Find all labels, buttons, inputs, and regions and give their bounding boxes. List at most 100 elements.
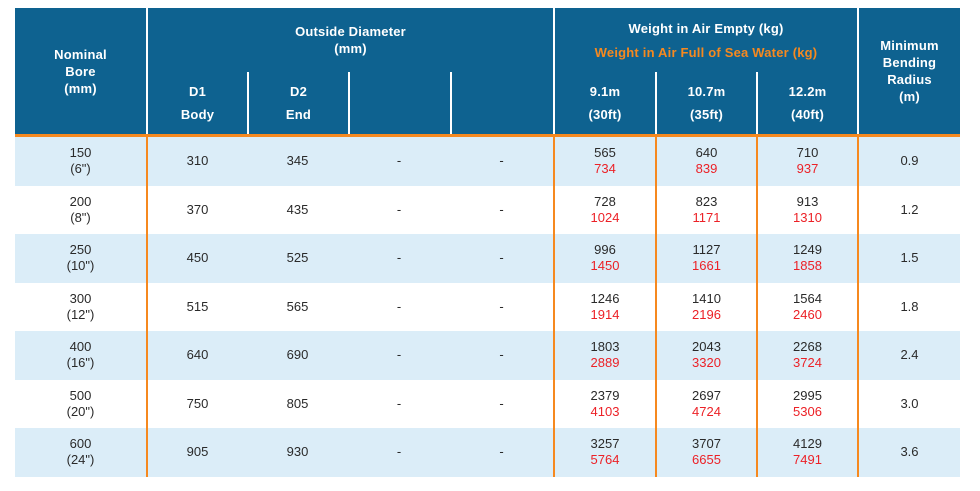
cell-nominal-bore: 600 (24") (15, 428, 146, 477)
header-weight-full-title: Weight in Air Full of Sea Water (kg) (594, 44, 818, 60)
cell-weight-10-7m: 2697 4724 (655, 379, 756, 428)
subcol-label: 10.7m (687, 84, 726, 99)
cell-weight-12-2m: 2995 5306 (756, 379, 857, 428)
blank-2-value: - (499, 201, 504, 217)
cell-blank-2: - (450, 380, 553, 429)
blank-1-value: - (396, 444, 402, 460)
d1-body-value: 515 (186, 298, 209, 314)
header-min-bending-radius: Minimum Bending Radius (m) (857, 8, 960, 134)
cell-nominal-bore: 150 (6") (15, 137, 146, 186)
weight-empty-value: 640 (695, 145, 718, 161)
cell-blank-1: - (348, 234, 450, 283)
cell-weight-12-2m: 2268 3724 (756, 331, 857, 380)
cell-d2-end: 525 (247, 234, 348, 283)
cell-weight-10-7m: 640 839 (655, 137, 756, 186)
blank-2-value: - (499, 347, 504, 363)
blank-2-value: - (499, 250, 504, 266)
weight-empty-value: 710 (796, 145, 819, 161)
min-bending-radius-value: 1.8 (900, 298, 919, 314)
cell-blank-2: - (450, 186, 553, 235)
bore-inch-value: (12") (66, 306, 95, 322)
cell-d1-body: 310 (146, 137, 247, 186)
cell-weight-9-1m: 1246 1914 (553, 282, 655, 331)
header-subcol-blank-1 (348, 72, 450, 134)
cell-weight-12-2m: 1564 2460 (756, 282, 857, 331)
header-nominal-bore-line: Nominal (54, 46, 107, 62)
table-body: 150 (6") 310 345 - - 565 734 640 839 (15, 137, 960, 477)
cell-weight-9-1m: 3257 5764 (553, 428, 655, 477)
weight-full-value: 7491 (793, 452, 822, 468)
min-bending-radius-value: 1.2 (900, 201, 919, 217)
weight-empty-value: 1564 (793, 290, 822, 306)
table-row: 250 (10") 450 525 - - 996 1450 1127 1661 (15, 234, 960, 283)
cell-blank-1: - (348, 428, 450, 477)
weight-empty-value: 1410 (692, 290, 721, 306)
cell-blank-2: - (450, 283, 553, 332)
blank-2-value: - (499, 444, 504, 460)
weight-empty-value: 728 (594, 193, 616, 209)
subcol-label: D2 (289, 84, 308, 99)
table-row: 400 (16") 640 690 - - 1803 2889 2043 332… (15, 331, 960, 380)
table-row: 150 (6") 310 345 - - 565 734 640 839 (15, 137, 960, 186)
d2-end-value: 565 (286, 298, 309, 314)
d1-body-value: 370 (186, 201, 209, 217)
weight-full-value: 2889 (590, 355, 620, 371)
d2-end-value: 345 (286, 153, 309, 169)
bore-mm-value: 400 (69, 339, 92, 355)
cell-d2-end: 690 (247, 331, 348, 380)
table-row: 200 (8") 370 435 - - 728 1024 823 1171 (15, 185, 960, 235)
header-min-bending-radius-line: Minimum (880, 38, 939, 53)
weight-full-value: 1450 (590, 258, 620, 274)
cell-weight-12-2m: 710 937 (756, 137, 857, 186)
cell-weight-10-7m: 1410 2196 (655, 282, 756, 331)
cell-weight-10-7m: 823 1171 (655, 185, 756, 234)
header-subcol-12-2m: 12.2m (40ft) (756, 72, 857, 134)
cell-weight-9-1m: 1803 2889 (553, 331, 655, 380)
d2-end-value: 525 (286, 250, 309, 266)
cell-min-bending-radius: 2.4 (857, 331, 960, 380)
cell-d1-body: 905 (146, 428, 247, 477)
cell-min-bending-radius: 1.2 (857, 185, 960, 234)
weight-full-value: 1171 (692, 209, 721, 225)
blank-1-value: - (396, 153, 402, 169)
weight-full-value: 4103 (590, 403, 620, 419)
cell-blank-1: - (348, 380, 450, 429)
cell-nominal-bore: 200 (8") (15, 186, 146, 235)
cell-blank-2: - (450, 137, 553, 186)
header-subcol-blank-2 (450, 72, 553, 134)
cell-d1-body: 750 (146, 379, 247, 428)
bore-inch-value: (20") (66, 403, 95, 419)
header-subcol-10-7m: 10.7m (35ft) (655, 72, 756, 134)
cell-blank-1: - (348, 137, 450, 186)
cell-d2-end: 565 (247, 283, 348, 332)
subcol-label: End (285, 107, 312, 122)
cell-d2-end: 930 (247, 428, 348, 477)
weight-empty-value: 565 (594, 145, 616, 161)
d1-body-value: 640 (186, 347, 209, 363)
cell-weight-12-2m: 4129 7491 (756, 428, 857, 477)
cell-weight-9-1m: 565 734 (553, 137, 655, 186)
blank-1-value: - (396, 250, 402, 266)
weight-full-value: 2460 (793, 306, 822, 322)
subcol-label: 9.1m (589, 84, 621, 99)
bore-mm-value: 500 (69, 387, 92, 403)
header-subcol-d2-end: D2 End (247, 72, 348, 134)
weight-full-value: 1024 (590, 209, 620, 225)
table-header: Nominal Bore (mm) Outside Diameter (mm) … (15, 8, 960, 137)
subcol-label: (40ft) (791, 107, 824, 122)
blank-1-value: - (396, 347, 402, 363)
bore-mm-value: 600 (69, 436, 92, 452)
weight-empty-value: 1246 (590, 290, 620, 306)
weight-full-value: 2196 (692, 306, 721, 322)
bore-inch-value: (6") (70, 161, 91, 177)
min-bending-radius-value: 3.6 (900, 444, 919, 460)
weight-full-value: 1310 (793, 209, 822, 225)
header-outside-diameter-title: Outside Diameter (295, 24, 406, 39)
cell-blank-2: - (450, 331, 553, 380)
blank-1-value: - (396, 395, 402, 411)
cell-d2-end: 435 (247, 186, 348, 235)
weight-full-value: 3320 (692, 355, 721, 371)
min-bending-radius-value: 0.9 (900, 153, 919, 169)
bore-mm-value: 200 (69, 193, 92, 209)
bore-mm-value: 150 (69, 145, 92, 161)
